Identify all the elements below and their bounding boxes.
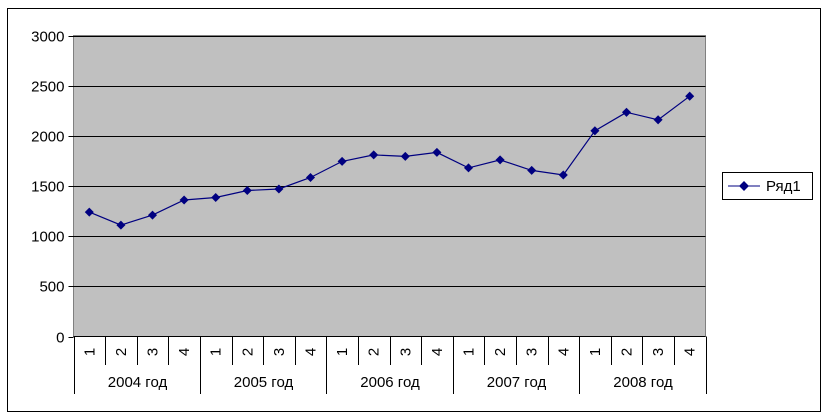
x-tick-label: 3 xyxy=(145,348,162,356)
legend-label: Ряд1 xyxy=(766,178,801,195)
legend-marker xyxy=(739,181,749,191)
data-point xyxy=(116,220,126,230)
x-tick-label: 1 xyxy=(334,348,351,356)
series-line xyxy=(89,95,691,226)
data-point xyxy=(653,115,663,125)
x-tick-label: 1 xyxy=(81,348,98,356)
x-tick-label: 3 xyxy=(271,348,288,356)
group-label: 2007 год xyxy=(487,374,547,391)
data-point xyxy=(274,184,284,194)
x-tick-label: 1 xyxy=(587,348,604,356)
group-label: 2005 год xyxy=(234,374,294,391)
x-tick-label: 1 xyxy=(461,348,478,356)
x-tick-label: 2 xyxy=(619,348,636,356)
x-tick-label: 2 xyxy=(239,348,256,356)
y-tick-label: 1500 xyxy=(31,179,64,196)
data-point xyxy=(400,151,410,161)
x-tick-label: 4 xyxy=(303,348,320,356)
x-tick-label: 4 xyxy=(682,348,699,356)
x-tick-label: 2 xyxy=(366,348,383,356)
group-label: 2008 год xyxy=(613,374,673,391)
data-point xyxy=(432,147,442,157)
y-tick-label: 2500 xyxy=(31,79,64,96)
y-tick-label: 1000 xyxy=(31,229,64,246)
y-tick-label: 2000 xyxy=(31,129,64,146)
x-tick-label: 4 xyxy=(176,348,193,356)
data-point xyxy=(84,207,94,217)
x-tick-label: 3 xyxy=(524,348,541,356)
y-tick-label: 0 xyxy=(56,330,64,347)
y-tick-label: 3000 xyxy=(31,29,64,46)
x-axis: 1 2 3 4 1 2 3 4 1 2 3 4 1 2 3 4 1 2 3 4 2004 год 2005 год 2006… xyxy=(73,336,707,394)
x-tick-label: 2 xyxy=(492,348,509,356)
y-tick-label: 500 xyxy=(39,279,64,296)
x-tick-label: 4 xyxy=(555,348,572,356)
data-point xyxy=(242,185,252,196)
group-label: 2004 год xyxy=(108,374,168,391)
x-tick-label: 3 xyxy=(650,348,667,356)
gridlines xyxy=(73,36,706,287)
x-tick-label: 1 xyxy=(208,348,225,356)
data-point xyxy=(211,192,221,203)
y-axis: 0 500 1000 1500 2000 2500 3000 xyxy=(31,29,74,347)
x-tick-label: 2 xyxy=(113,348,130,356)
series-layer xyxy=(84,91,695,230)
x-tick-label: 4 xyxy=(429,348,446,356)
group-label: 2006 год xyxy=(360,374,420,391)
legend: Ряд1 xyxy=(722,172,813,200)
x-tick-label: 3 xyxy=(397,348,414,356)
